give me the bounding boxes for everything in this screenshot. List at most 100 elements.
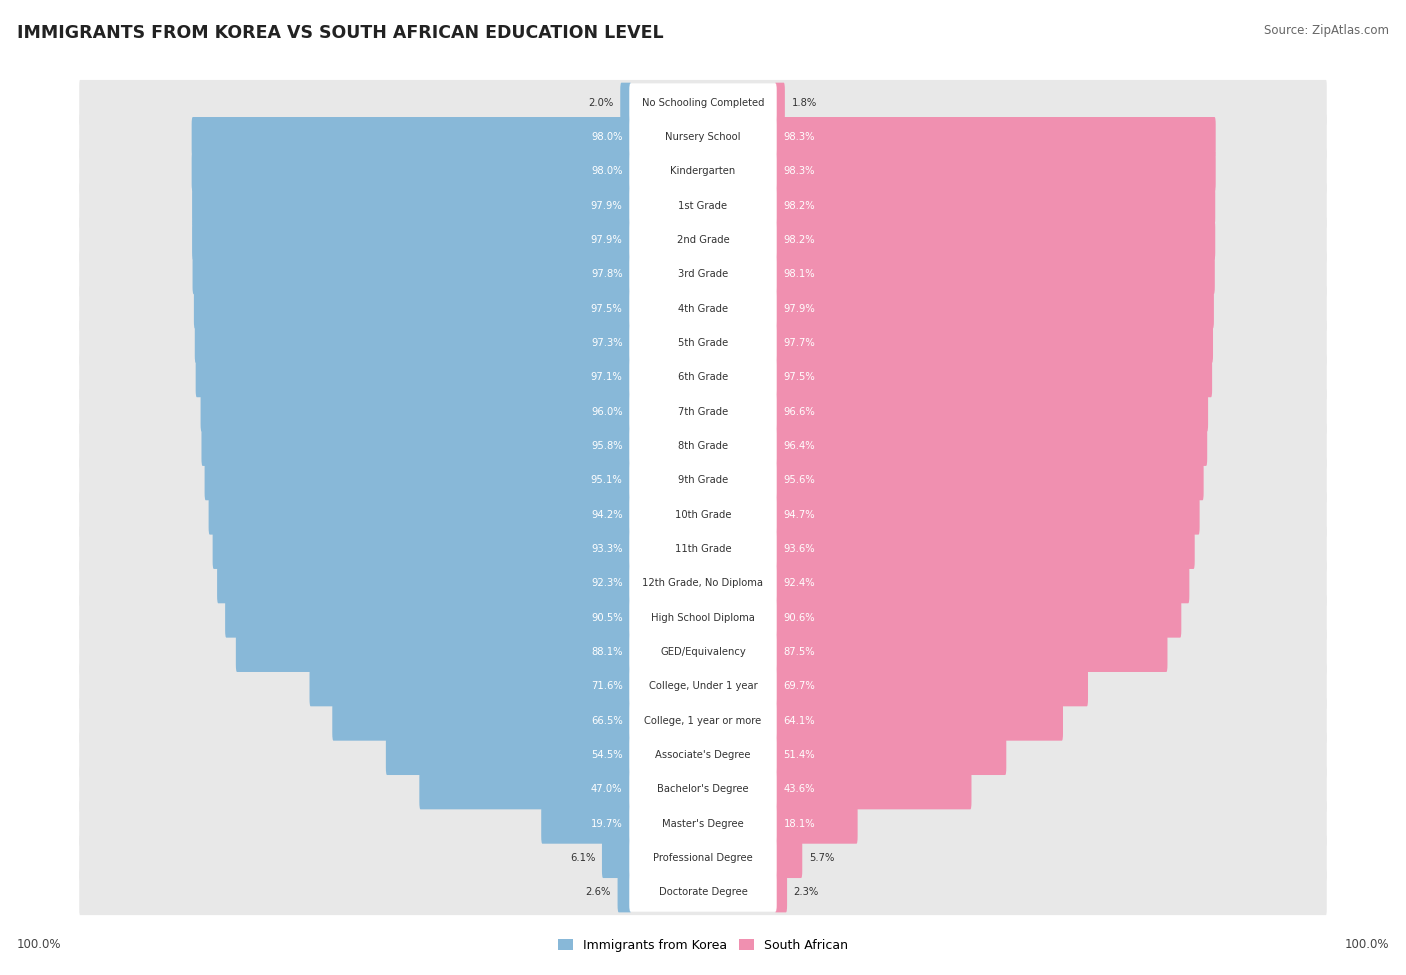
FancyBboxPatch shape: [309, 667, 631, 706]
FancyBboxPatch shape: [630, 874, 776, 912]
Text: 95.8%: 95.8%: [591, 441, 623, 451]
FancyBboxPatch shape: [332, 701, 631, 741]
Text: 97.5%: 97.5%: [591, 303, 623, 314]
Text: 43.6%: 43.6%: [783, 785, 815, 795]
FancyBboxPatch shape: [630, 702, 776, 740]
FancyBboxPatch shape: [79, 561, 1327, 606]
Text: 87.5%: 87.5%: [783, 647, 815, 657]
FancyBboxPatch shape: [79, 183, 1327, 228]
Text: Nursery School: Nursery School: [665, 132, 741, 142]
Text: 71.6%: 71.6%: [591, 682, 623, 691]
Text: 5th Grade: 5th Grade: [678, 338, 728, 348]
Text: Kindergarten: Kindergarten: [671, 167, 735, 176]
FancyBboxPatch shape: [775, 151, 1216, 191]
Text: Professional Degree: Professional Degree: [654, 853, 752, 863]
Text: 95.6%: 95.6%: [783, 476, 815, 486]
Text: 8th Grade: 8th Grade: [678, 441, 728, 451]
Text: GED/Equivalency: GED/Equivalency: [661, 647, 745, 657]
Text: 1.8%: 1.8%: [792, 98, 817, 107]
FancyBboxPatch shape: [775, 564, 1189, 604]
Text: 3rd Grade: 3rd Grade: [678, 269, 728, 279]
FancyBboxPatch shape: [208, 494, 631, 534]
FancyBboxPatch shape: [79, 217, 1327, 262]
FancyBboxPatch shape: [630, 565, 776, 603]
Text: Master's Degree: Master's Degree: [662, 819, 744, 829]
FancyBboxPatch shape: [193, 220, 631, 260]
FancyBboxPatch shape: [79, 286, 1327, 332]
FancyBboxPatch shape: [79, 355, 1327, 400]
FancyBboxPatch shape: [630, 358, 776, 397]
FancyBboxPatch shape: [79, 321, 1327, 366]
FancyBboxPatch shape: [630, 83, 776, 122]
Text: 98.0%: 98.0%: [591, 167, 623, 176]
FancyBboxPatch shape: [775, 323, 1213, 363]
Text: 98.3%: 98.3%: [783, 132, 815, 142]
Text: 98.3%: 98.3%: [783, 167, 815, 176]
FancyBboxPatch shape: [191, 151, 631, 191]
Text: 2.0%: 2.0%: [588, 98, 613, 107]
FancyBboxPatch shape: [79, 114, 1327, 160]
FancyBboxPatch shape: [775, 494, 1199, 534]
Text: 95.1%: 95.1%: [591, 476, 623, 486]
FancyBboxPatch shape: [79, 492, 1327, 537]
FancyBboxPatch shape: [195, 323, 631, 363]
Text: 98.2%: 98.2%: [783, 201, 815, 211]
FancyBboxPatch shape: [775, 185, 1215, 225]
Text: 64.1%: 64.1%: [783, 716, 815, 725]
FancyBboxPatch shape: [630, 290, 776, 328]
FancyBboxPatch shape: [617, 873, 631, 913]
FancyBboxPatch shape: [630, 255, 776, 293]
Text: Source: ZipAtlas.com: Source: ZipAtlas.com: [1264, 24, 1389, 37]
Text: 98.0%: 98.0%: [591, 132, 623, 142]
Text: 69.7%: 69.7%: [783, 682, 815, 691]
FancyBboxPatch shape: [775, 460, 1204, 500]
Text: 12th Grade, No Diploma: 12th Grade, No Diploma: [643, 578, 763, 588]
Text: 94.7%: 94.7%: [783, 510, 815, 520]
Text: 96.4%: 96.4%: [783, 441, 815, 451]
FancyBboxPatch shape: [193, 185, 631, 225]
Text: No Schooling Completed: No Schooling Completed: [641, 98, 765, 107]
FancyBboxPatch shape: [79, 870, 1327, 916]
FancyBboxPatch shape: [630, 324, 776, 363]
Text: 94.2%: 94.2%: [591, 510, 623, 520]
Text: College, Under 1 year: College, Under 1 year: [648, 682, 758, 691]
FancyBboxPatch shape: [630, 667, 776, 706]
Text: 90.5%: 90.5%: [591, 612, 623, 623]
FancyBboxPatch shape: [775, 769, 972, 809]
Text: 97.1%: 97.1%: [591, 372, 623, 382]
Text: 18.1%: 18.1%: [783, 819, 815, 829]
Text: 2.6%: 2.6%: [585, 887, 612, 897]
FancyBboxPatch shape: [630, 393, 776, 431]
FancyBboxPatch shape: [630, 838, 776, 878]
FancyBboxPatch shape: [630, 736, 776, 774]
FancyBboxPatch shape: [79, 732, 1327, 778]
FancyBboxPatch shape: [79, 148, 1327, 194]
FancyBboxPatch shape: [79, 423, 1327, 469]
Text: 7th Grade: 7th Grade: [678, 407, 728, 416]
Text: 96.0%: 96.0%: [591, 407, 623, 416]
FancyBboxPatch shape: [79, 457, 1327, 503]
Text: 54.5%: 54.5%: [591, 750, 623, 760]
Text: 66.5%: 66.5%: [591, 716, 623, 725]
FancyBboxPatch shape: [775, 392, 1208, 432]
FancyBboxPatch shape: [191, 117, 631, 157]
FancyBboxPatch shape: [620, 83, 631, 123]
FancyBboxPatch shape: [775, 117, 1216, 157]
FancyBboxPatch shape: [79, 389, 1327, 434]
FancyBboxPatch shape: [194, 289, 631, 329]
Text: 47.0%: 47.0%: [591, 785, 623, 795]
Text: 2.3%: 2.3%: [794, 887, 818, 897]
FancyBboxPatch shape: [630, 633, 776, 672]
Text: 93.3%: 93.3%: [591, 544, 623, 554]
FancyBboxPatch shape: [195, 358, 631, 397]
FancyBboxPatch shape: [212, 529, 631, 569]
Text: 10th Grade: 10th Grade: [675, 510, 731, 520]
FancyBboxPatch shape: [193, 254, 631, 294]
Text: 100.0%: 100.0%: [17, 938, 62, 951]
FancyBboxPatch shape: [630, 495, 776, 534]
Text: Bachelor's Degree: Bachelor's Degree: [657, 785, 749, 795]
Text: 19.7%: 19.7%: [591, 819, 623, 829]
FancyBboxPatch shape: [775, 529, 1195, 569]
FancyBboxPatch shape: [79, 836, 1327, 880]
FancyBboxPatch shape: [419, 769, 631, 809]
